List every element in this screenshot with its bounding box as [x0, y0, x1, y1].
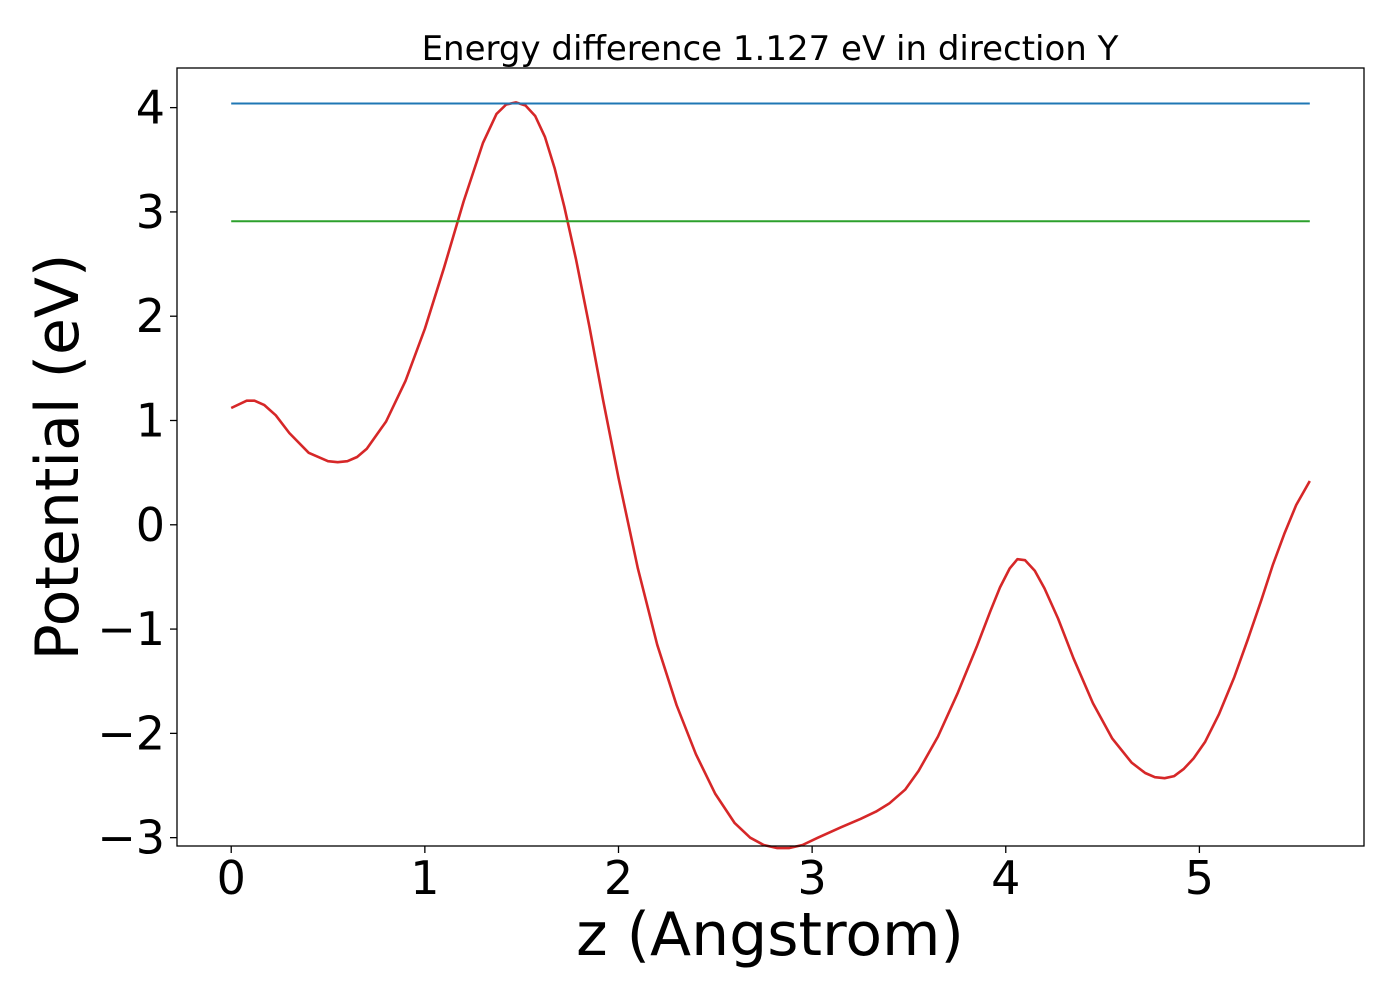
y-tick-label: 1 — [136, 393, 165, 447]
x-tick-label: 1 — [410, 851, 439, 905]
y-tick-label: 4 — [136, 81, 165, 135]
series-line-0 — [230, 101, 1311, 850]
y-axis-label: Potential (eV) — [23, 254, 93, 661]
y-tick-label: −1 — [97, 602, 165, 656]
y-tick-label: 2 — [136, 289, 165, 343]
x-tick-label: 4 — [991, 851, 1020, 905]
plot-lines — [230, 101, 1311, 850]
x-tick-label: 5 — [1185, 851, 1214, 905]
y-tick-label: −2 — [97, 706, 165, 760]
y-tick-label: −3 — [97, 811, 165, 865]
x-tick-label: 3 — [797, 851, 826, 905]
x-axis-ticks: 0 1 2 3 4 5 — [217, 846, 1214, 905]
y-tick-label: 0 — [136, 498, 165, 552]
plot-frame — [176, 67, 1365, 847]
x-axis-label: z (Angstrom) — [576, 900, 964, 970]
x-tick-label: 2 — [604, 851, 633, 905]
x-tick-label: 0 — [217, 851, 246, 905]
y-tick-label: 3 — [136, 185, 165, 239]
y-axis-ticks: −3 −2 −1 0 1 2 3 4 — [97, 81, 177, 865]
chart-title: Energy difference 1.127 eV in direction … — [422, 29, 1119, 69]
